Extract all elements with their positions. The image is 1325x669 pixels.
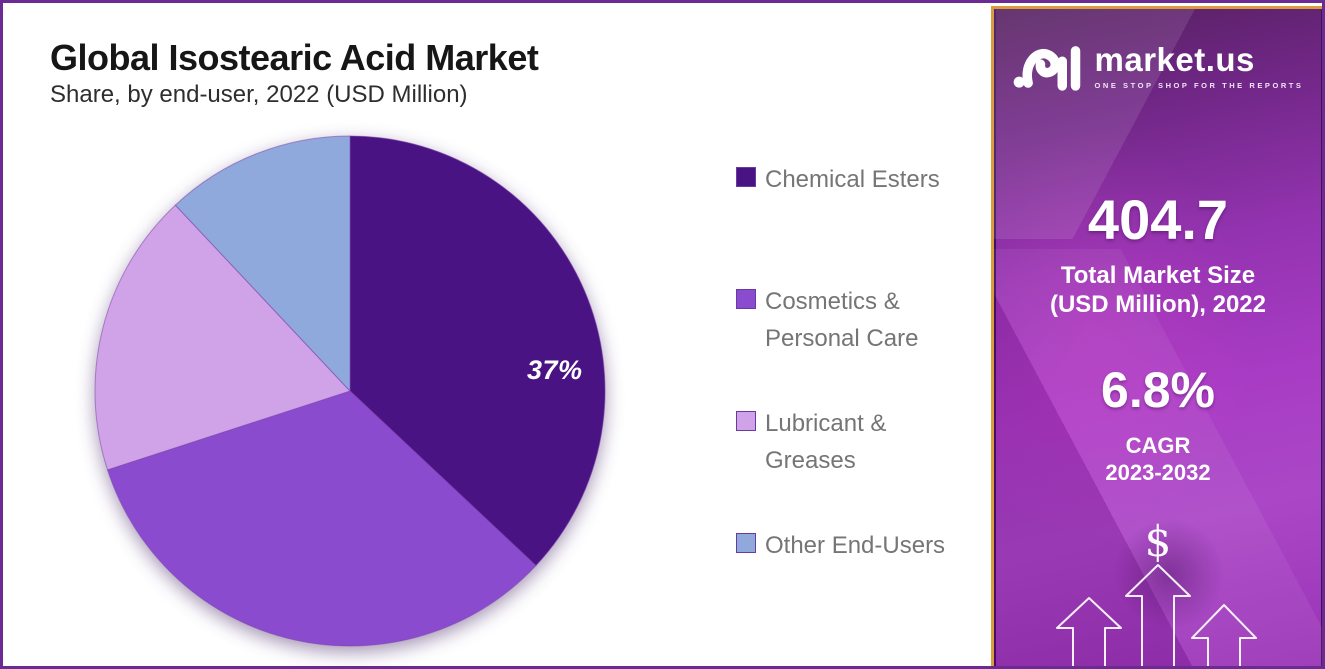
pie-slice-3	[174, 135, 351, 393]
brand-sidebar: market.us ONE STOP SHOP FOR THE REPORTS …	[991, 6, 1322, 666]
legend-label-line: Personal Care	[765, 325, 919, 352]
legend-label-line: Chemical Esters	[765, 166, 940, 193]
growth-arrows-icon	[1056, 564, 1257, 666]
legend: Chemical Esters Cosmetics & Personal Car…	[736, 3, 986, 666]
brand-tagline: ONE STOP SHOP FOR THE REPORTS	[1094, 80, 1304, 90]
total-market-size-sublabel: (USD Million), 2022	[1049, 291, 1267, 318]
legend-item-other-end-users: Other End-Users	[736, 527, 945, 564]
marketus-logo-icon	[1013, 46, 1080, 91]
total-market-size-value: 404.7	[1087, 188, 1229, 251]
brand-name: market.us	[1094, 40, 1255, 78]
brand-logo: market.us ONE STOP SHOP FOR THE REPORTS	[994, 35, 1322, 97]
dollar-icon: $	[1144, 517, 1172, 566]
dollar-halo-decor	[1109, 519, 1229, 629]
cagr-label: CAGR	[1125, 433, 1191, 458]
legend-swatch-icon	[736, 289, 756, 309]
chart-title: Global Isostearic Acid Market	[50, 37, 539, 78]
legend-swatch-icon	[736, 411, 756, 431]
pie-data-label: 37%	[527, 355, 583, 385]
legend-label-line: Greases	[765, 447, 856, 474]
legend-item-cosmetics-personal-care: Cosmetics & Personal Care	[736, 283, 918, 357]
pie-slice-1	[106, 390, 537, 647]
legend-label-line: Other End-Users	[765, 532, 946, 559]
pie-chart	[90, 131, 610, 651]
legend-item-lubricant-greases: Lubricant & Greases	[736, 405, 886, 479]
pie-svg	[94, 135, 606, 647]
pie-slice-0	[349, 135, 606, 567]
cagr-value: 6.8%	[1101, 362, 1215, 418]
cagr-period: 2023-2032	[1105, 460, 1211, 485]
legend-label-line: Cosmetics &	[765, 288, 900, 315]
total-market-size-label: Total Market Size	[1060, 262, 1256, 289]
legend-label-line: Lubricant &	[765, 410, 887, 437]
legend-item-chemical-esters: Chemical Esters	[736, 161, 940, 198]
legend-swatch-icon	[736, 533, 756, 553]
chart-subtitle: Share, by end-user, 2022 (USD Million)	[50, 81, 468, 108]
pie-slice-2	[94, 204, 351, 471]
legend-swatch-icon	[736, 167, 756, 187]
